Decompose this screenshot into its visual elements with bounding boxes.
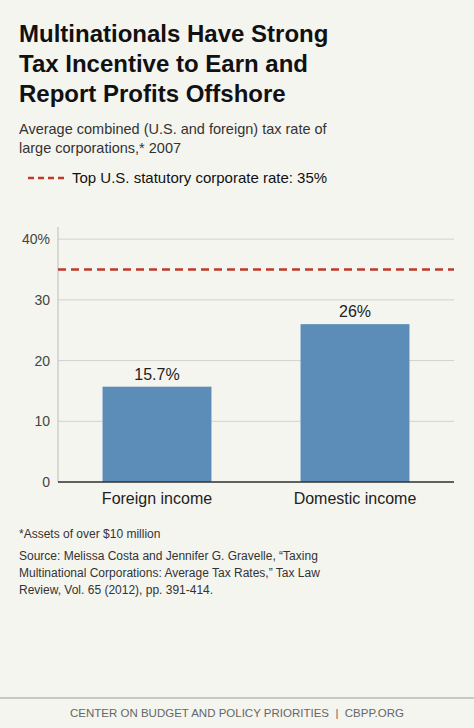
grid-line <box>58 239 454 240</box>
title-line: Report Profits Offshore <box>19 80 286 107</box>
bar <box>103 387 212 482</box>
background <box>0 0 474 728</box>
y-tick-label: 20 <box>34 353 50 369</box>
y-tick-label: 30 <box>34 292 50 308</box>
footnote-line: Review, Vol. 65 (2012), pp. 391-414. <box>19 583 213 597</box>
subtitle-line: large corporations,* 2007 <box>19 140 181 156</box>
x-tick-label: Domestic income <box>294 490 417 507</box>
reference-line <box>58 268 454 271</box>
bar <box>301 324 410 482</box>
footnote-line: Source: Melissa Costa and Jennifer G. Gr… <box>19 549 318 563</box>
footer: CENTER ON BUDGET AND POLICY PRIORITIES |… <box>70 707 404 719</box>
reference-lines <box>58 269 454 270</box>
legend-swatch <box>28 177 64 180</box>
subtitle-line: Average combined (U.S. and foreign) tax … <box>19 121 328 137</box>
footnote-line: Multinational Corporations: Average Tax … <box>19 566 320 580</box>
bars <box>103 324 410 482</box>
footnote: Source: Melissa Costa and Jennifer G. Gr… <box>19 549 320 597</box>
data-label: 15.7% <box>134 366 179 383</box>
title-line: Tax Incentive to Earn and <box>19 50 308 77</box>
data-label: 26% <box>339 303 371 320</box>
title-line: Multinationals Have Strong <box>19 20 328 47</box>
legend-label: Top U.S. statutory corporate rate: 35% <box>72 169 327 186</box>
y-tick-label: 10 <box>34 413 50 429</box>
footer-rule <box>0 698 474 699</box>
x-axis-line <box>58 481 454 483</box>
title: Multinationals Have Strong Tax Incentive … <box>19 20 328 107</box>
chart: Multinationals Have Strong Tax Incentive … <box>0 0 474 728</box>
grid-line <box>58 299 454 300</box>
grid-line <box>58 482 454 483</box>
y-tick-label: 40% <box>22 231 50 247</box>
subtitle: Average combined (U.S. and foreign) tax … <box>19 121 328 156</box>
x-tick-label: Foreign income <box>102 490 212 507</box>
footnote: *Assets of over $10 million <box>19 527 160 541</box>
y-tick-label: 0 <box>42 474 50 490</box>
y-axis-line <box>58 227 59 482</box>
footnote-line: *Assets of over $10 million <box>19 527 160 541</box>
